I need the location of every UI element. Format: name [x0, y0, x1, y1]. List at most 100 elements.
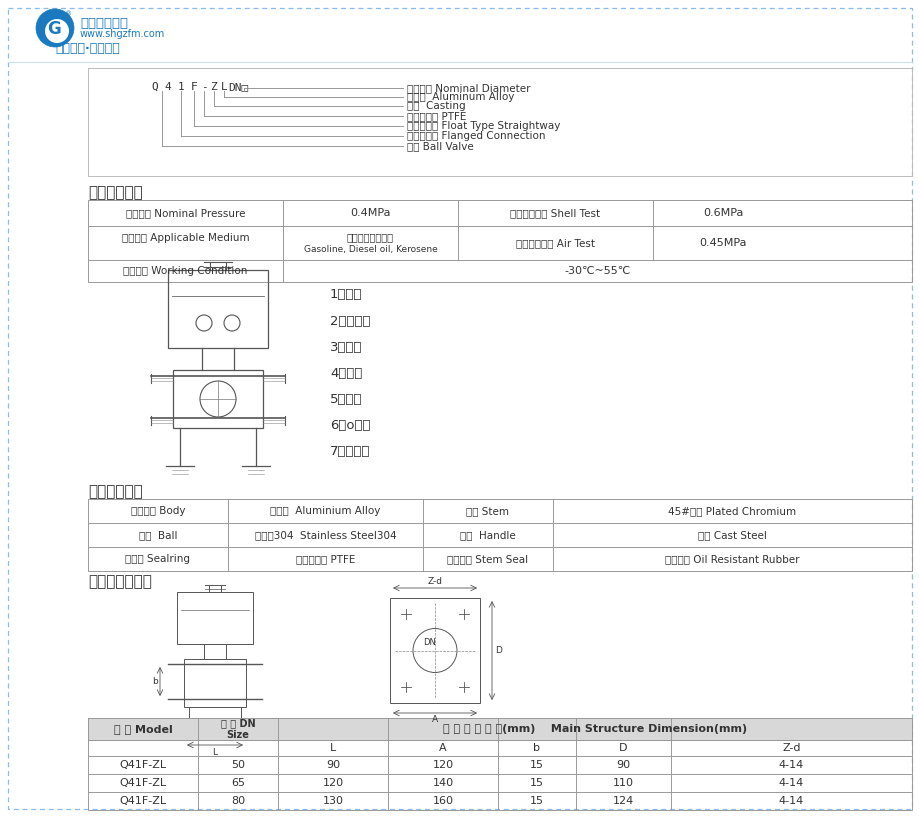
Text: 80: 80 — [231, 796, 244, 806]
Text: 使用介质 Applicable Medium: 使用介质 Applicable Medium — [121, 233, 249, 243]
Bar — [88, 499, 911, 571]
Text: b: b — [152, 677, 158, 686]
Text: 密封圈 Sealring: 密封圈 Sealring — [125, 554, 190, 564]
Text: 4: 4 — [165, 82, 171, 92]
Text: G: G — [47, 20, 61, 38]
Text: 密封试验压力 Air Test: 密封试验压力 Air Test — [516, 238, 595, 248]
Bar — [168, 270, 267, 348]
Text: -: - — [200, 82, 207, 92]
Text: 阀杆密封 Stem Seal: 阀杆密封 Stem Seal — [447, 554, 528, 564]
Text: 工洲阀门·台湾品质: 工洲阀门·台湾品质 — [55, 42, 119, 55]
Text: 1、壳体: 1、壳体 — [330, 288, 362, 301]
Text: 浮动式直通 Float Type Straightway: 浮动式直通 Float Type Straightway — [406, 121, 560, 131]
Text: 外形及连接尺寸: 外形及连接尺寸 — [88, 574, 152, 589]
Text: 工作环境 Working Condition: 工作环境 Working Condition — [123, 266, 247, 276]
Text: 160: 160 — [432, 796, 453, 806]
Bar — [88, 718, 911, 810]
Text: 15: 15 — [529, 760, 543, 770]
Text: 50: 50 — [231, 760, 244, 770]
Text: 110: 110 — [612, 778, 633, 788]
Text: 2、密封圈: 2、密封圈 — [330, 315, 370, 328]
Bar — [88, 200, 911, 282]
Text: A: A — [431, 715, 437, 724]
Text: 主要技术参数: 主要技术参数 — [88, 185, 142, 200]
Text: L: L — [212, 748, 217, 757]
Text: 15: 15 — [529, 778, 543, 788]
Text: 4-14: 4-14 — [778, 760, 803, 770]
Circle shape — [36, 9, 74, 47]
Text: 120: 120 — [322, 778, 343, 788]
Text: DN: DN — [423, 638, 436, 647]
Text: L: L — [221, 82, 227, 92]
Text: 铝合金  Aluminium Alloy: 铝合金 Aluminium Alloy — [270, 506, 380, 516]
Text: 耐油橡胶 Oil Resistant Rubber: 耐油橡胶 Oil Resistant Rubber — [664, 554, 799, 564]
Text: 1: 1 — [177, 82, 184, 92]
Text: -30℃~55℃: -30℃~55℃ — [563, 266, 630, 276]
Text: 140: 140 — [432, 778, 453, 788]
Text: 公称口径 Nominal Diameter: 公称口径 Nominal Diameter — [406, 83, 530, 93]
Text: Q41F-ZL: Q41F-ZL — [119, 778, 166, 788]
Text: 0.6MPa: 0.6MPa — [702, 208, 743, 218]
Text: www.shgzfm.com: www.shgzfm.com — [80, 29, 165, 39]
Text: Z-d: Z-d — [781, 743, 800, 753]
Text: 聚四氟乙烯 PTFE: 聚四氟乙烯 PTFE — [296, 554, 355, 564]
Text: 0.4MPa: 0.4MPa — [350, 208, 391, 218]
Text: 4、阀杆: 4、阀杆 — [330, 367, 362, 380]
Text: L: L — [330, 743, 335, 753]
Text: 球阀 Ball Valve: 球阀 Ball Valve — [406, 141, 473, 151]
Text: 球芯  Ball: 球芯 Ball — [139, 530, 177, 540]
Text: 聚四氟乙烯 PTFE: 聚四氟乙烯 PTFE — [406, 111, 466, 121]
Text: 铝合金  Aluminum Alloy: 铝合金 Aluminum Alloy — [406, 92, 514, 102]
Text: 15: 15 — [529, 796, 543, 806]
Text: 65: 65 — [231, 778, 244, 788]
Text: Q: Q — [152, 82, 158, 92]
Text: A: A — [438, 743, 447, 753]
Text: 口 径 DN
Size: 口 径 DN Size — [221, 718, 255, 740]
Text: 铸钢 Cast Steel: 铸钢 Cast Steel — [698, 530, 766, 540]
Text: 阀杆 Stem: 阀杆 Stem — [466, 506, 509, 516]
Text: Gasoline, Diesel oil, Kerosene: Gasoline, Diesel oil, Kerosene — [303, 244, 437, 253]
Text: D: D — [618, 743, 627, 753]
Text: 4-14: 4-14 — [778, 778, 803, 788]
Text: 5、手柄: 5、手柄 — [330, 392, 362, 405]
Text: 型 号 Model: 型 号 Model — [114, 724, 172, 734]
Text: 不锈钢304  Stainless Steel304: 不锈钢304 Stainless Steel304 — [255, 530, 396, 540]
Bar — [390, 598, 480, 703]
Bar — [88, 718, 911, 740]
Text: 90: 90 — [325, 760, 340, 770]
Text: 主要零件材质: 主要零件材质 — [88, 484, 142, 499]
Text: ®: ® — [65, 11, 73, 17]
Text: b: b — [533, 743, 540, 753]
Text: Z: Z — [210, 82, 217, 92]
Text: 90: 90 — [616, 760, 630, 770]
Bar — [176, 592, 253, 644]
Text: F: F — [190, 82, 198, 92]
Text: 主体壳体 Body: 主体壳体 Body — [130, 506, 185, 516]
Bar — [184, 659, 245, 707]
Text: 4-14: 4-14 — [778, 796, 803, 806]
Circle shape — [45, 19, 69, 43]
Text: D: D — [494, 646, 502, 655]
Text: 铸造  Casting: 铸造 Casting — [406, 101, 465, 111]
Text: 124: 124 — [612, 796, 633, 806]
Text: 120: 120 — [432, 760, 453, 770]
Text: 主 要 结 构 尺 寸(mm)    Main Structure Dimension(mm): 主 要 结 构 尺 寸(mm) Main Structure Dimension… — [442, 724, 746, 734]
Text: 3、球芯: 3、球芯 — [330, 341, 362, 354]
Bar — [88, 68, 911, 176]
Text: 法兰式连接 Flanged Connection: 法兰式连接 Flanged Connection — [406, 131, 545, 141]
Text: 130: 130 — [323, 796, 343, 806]
Text: 0.45MPa: 0.45MPa — [698, 238, 746, 248]
Text: 汽油、柴油、煤油: 汽油、柴油、煤油 — [346, 232, 393, 242]
Text: 45#镀铬 Plated Chromium: 45#镀铬 Plated Chromium — [668, 506, 796, 516]
Text: 好阀门工洲造: 好阀门工洲造 — [80, 16, 128, 29]
Text: 手柄  Handle: 手柄 Handle — [460, 530, 516, 540]
Text: Q41F-ZL: Q41F-ZL — [119, 760, 166, 770]
Text: DN□: DN□ — [228, 82, 248, 92]
Text: 壳体试验压力 Shell Test: 壳体试验压力 Shell Test — [510, 208, 600, 218]
Bar — [173, 370, 263, 428]
Text: Q41F-ZL: Q41F-ZL — [119, 796, 166, 806]
Text: 公称压力 Nominal Pressure: 公称压力 Nominal Pressure — [126, 208, 245, 218]
Text: 7、调整圈: 7、调整圈 — [330, 444, 370, 458]
Text: Z-d: Z-d — [427, 577, 442, 586]
Text: 6、o型圈: 6、o型圈 — [330, 418, 370, 431]
